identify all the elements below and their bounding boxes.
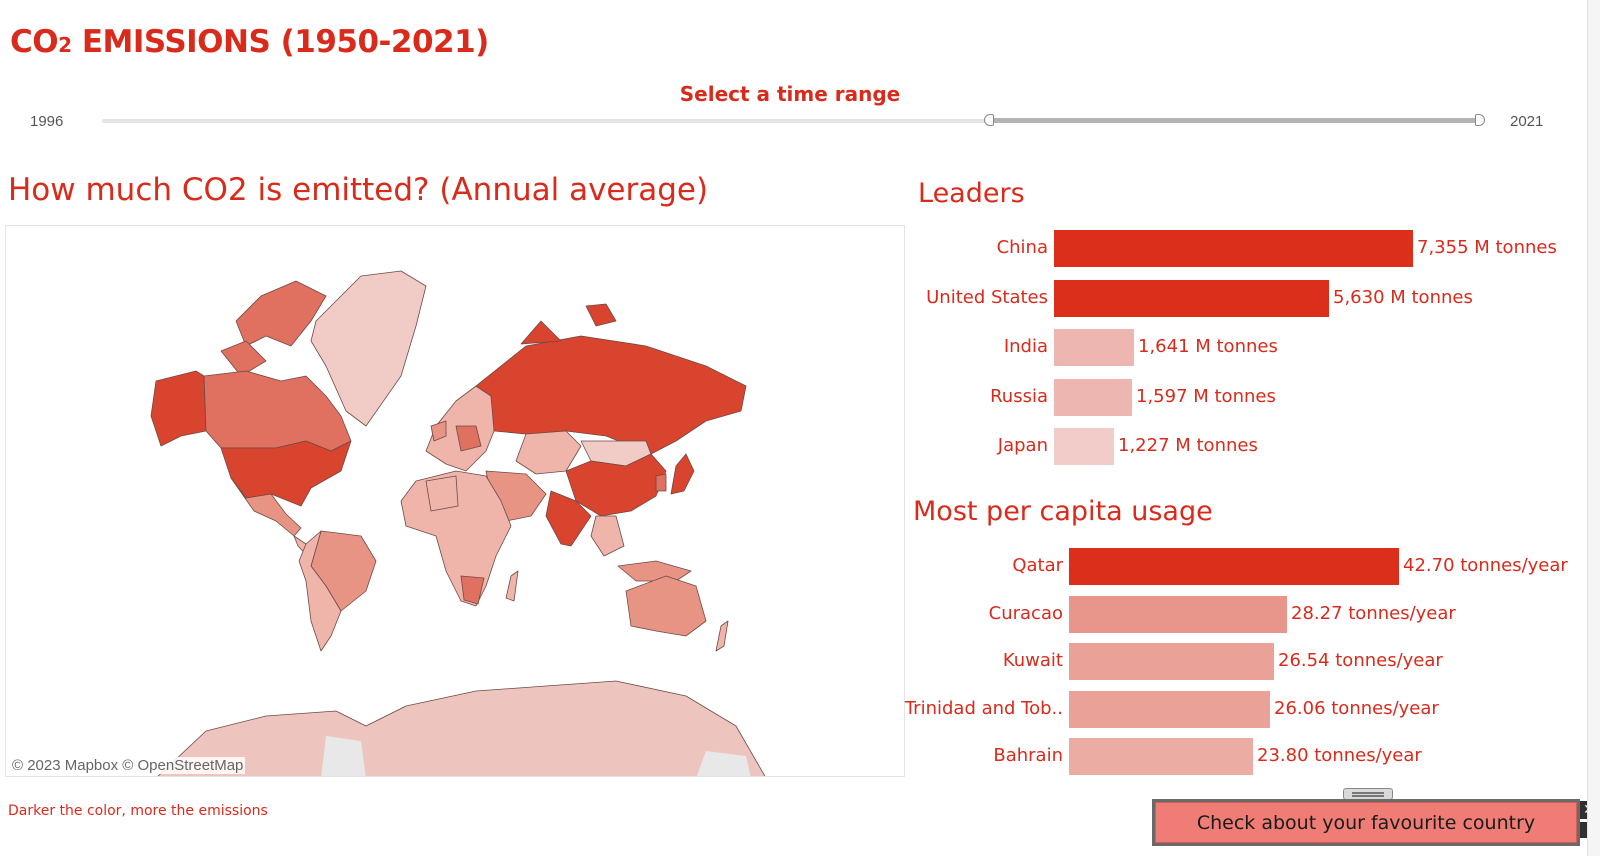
bar-row[interactable]: Qatar — [905, 548, 1063, 585]
favourite-country-button[interactable]: Check about your favourite country — [1155, 802, 1577, 843]
map-attribution[interactable]: © 2023 Mapbox © OpenStreetMap — [10, 757, 246, 774]
map-legend-note: Darker the color, more the emissions — [8, 803, 268, 819]
bar-row[interactable]: Curacao — [905, 596, 1063, 633]
map-algeria — [425, 475, 459, 512]
time-range-selection[interactable] — [989, 118, 1481, 123]
map-united-states — [220, 440, 352, 507]
world-map-svg — [150, 270, 766, 776]
map-africa — [400, 470, 512, 607]
time-range-max-label: 2021 — [1510, 113, 1544, 130]
map-antarctica — [157, 680, 766, 776]
map-mexico — [230, 477, 302, 537]
bar-row[interactable]: Kuwait — [905, 643, 1063, 680]
bar-value-label: 28.27 tonnes/year — [1291, 602, 1456, 624]
bar[interactable] — [1054, 329, 1134, 366]
favourite-country-panel: Check about your favourite country — [1152, 799, 1580, 846]
bar-category-label: Curacao — [988, 602, 1063, 624]
bar-row[interactable]: China — [905, 230, 1048, 267]
bar[interactable] — [1054, 428, 1114, 465]
bar-row[interactable]: Russia — [905, 379, 1048, 416]
map-canada — [203, 370, 352, 452]
bar-value-label: 26.06 tonnes/year — [1274, 697, 1439, 719]
bar[interactable] — [1054, 279, 1329, 317]
bar[interactable] — [1069, 548, 1399, 585]
world-emissions-map[interactable]: © 2023 Mapbox © OpenStreetMap — [5, 225, 905, 777]
map-canada-islands — [235, 280, 327, 347]
time-range-end-handle[interactable] — [1475, 114, 1485, 126]
bar[interactable] — [1069, 690, 1270, 728]
bar-row[interactable]: India — [905, 329, 1048, 366]
map-south-africa — [460, 575, 485, 605]
time-range-start-handle[interactable] — [984, 114, 994, 126]
bar-row[interactable]: United States — [905, 280, 1048, 317]
bar-value-label: 1,227 M tonnes — [1118, 435, 1258, 456]
bar-value-label: 42.70 tonnes/year — [1403, 555, 1568, 576]
map-south-america-west — [298, 530, 342, 652]
bar-value-label: 7,355 M tonnes — [1417, 237, 1557, 258]
bar-row[interactable]: Japan — [905, 428, 1048, 465]
time-range-track[interactable] — [102, 119, 1482, 123]
map-russia — [475, 335, 747, 455]
bar-value-label: 23.80 tonnes/year — [1257, 745, 1422, 766]
map-title: How much CO2 is emitted? (Annual average… — [8, 172, 709, 208]
bar-value-label: 1,641 M tonnes — [1138, 336, 1278, 357]
bar-category-label: Japan — [997, 435, 1048, 456]
time-range-label: Select a time range — [679, 82, 901, 106]
bar[interactable] — [1069, 738, 1253, 775]
bar-value-label: 5,630 M tonnes — [1333, 286, 1473, 308]
map-alaska — [150, 370, 207, 447]
page-scrollbar[interactable] — [1587, 0, 1600, 856]
map-southeast-asia — [590, 515, 625, 557]
map-central-asia — [515, 430, 582, 475]
leaders-title: Leaders — [918, 178, 1025, 209]
map-australia — [625, 575, 707, 637]
bar-category-label: Trinidad and Tob.. — [904, 697, 1063, 719]
bar-row[interactable]: Bahrain — [905, 738, 1063, 775]
bar-category-label: Qatar — [1012, 555, 1063, 576]
bar[interactable] — [1069, 595, 1287, 633]
bar[interactable] — [1054, 230, 1413, 267]
bar-category-label: Russia — [990, 385, 1048, 407]
time-range-min-label: 1996 — [30, 113, 64, 130]
bar[interactable] — [1054, 378, 1132, 416]
map-india — [545, 490, 592, 547]
bar-category-label: Bahrain — [993, 745, 1063, 766]
bar-row[interactable]: Trinidad and Tob.. — [905, 691, 1063, 728]
bar-category-label: India — [1003, 336, 1048, 357]
bar-value-label: 1,597 M tonnes — [1136, 385, 1276, 407]
dashboard-title: CO2 EMISSIONS (1950-2021) — [10, 24, 489, 60]
bar[interactable] — [1069, 643, 1274, 680]
bar-category-label: Kuwait — [1002, 650, 1063, 671]
bar-value-label: 26.54 tonnes/year — [1278, 650, 1443, 671]
map-greenland — [310, 270, 427, 427]
map-japan — [670, 453, 695, 495]
bar-category-label: United States — [926, 286, 1048, 308]
per-capita-title: Most per capita usage — [913, 496, 1213, 527]
bar-category-label: China — [996, 237, 1048, 258]
